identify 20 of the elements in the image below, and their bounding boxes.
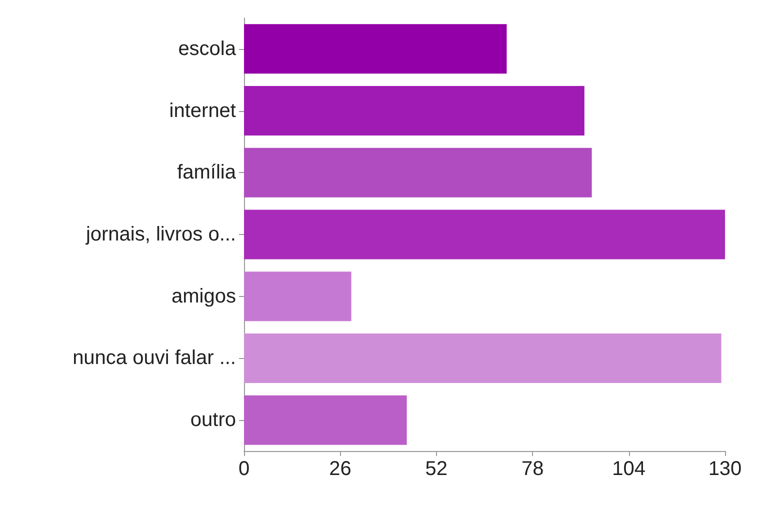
bar: [244, 86, 584, 136]
x-tick-label: 0: [238, 458, 250, 480]
y-tick-label: internet: [169, 100, 236, 122]
y-tick-label: família: [177, 162, 237, 184]
y-tick-label: escola: [178, 38, 237, 60]
x-tick-label: 52: [425, 458, 448, 480]
x-tick-label: 130: [708, 458, 742, 480]
x-tick-label: 78: [521, 458, 544, 480]
x-tick-label: 104: [612, 458, 646, 480]
y-tick-label: jornais, livros o...: [84, 224, 236, 246]
x-tick-label: 26: [329, 458, 352, 480]
bar: [244, 210, 725, 260]
bar: [244, 395, 407, 445]
bar: [244, 333, 722, 383]
bar: [244, 148, 592, 198]
y-tick-label: amigos: [172, 285, 236, 308]
bar: [244, 24, 507, 74]
y-tick-label: nunca ouvi falar ...: [72, 347, 236, 370]
y-tick-label: outro: [190, 409, 236, 432]
bar: [244, 272, 352, 322]
